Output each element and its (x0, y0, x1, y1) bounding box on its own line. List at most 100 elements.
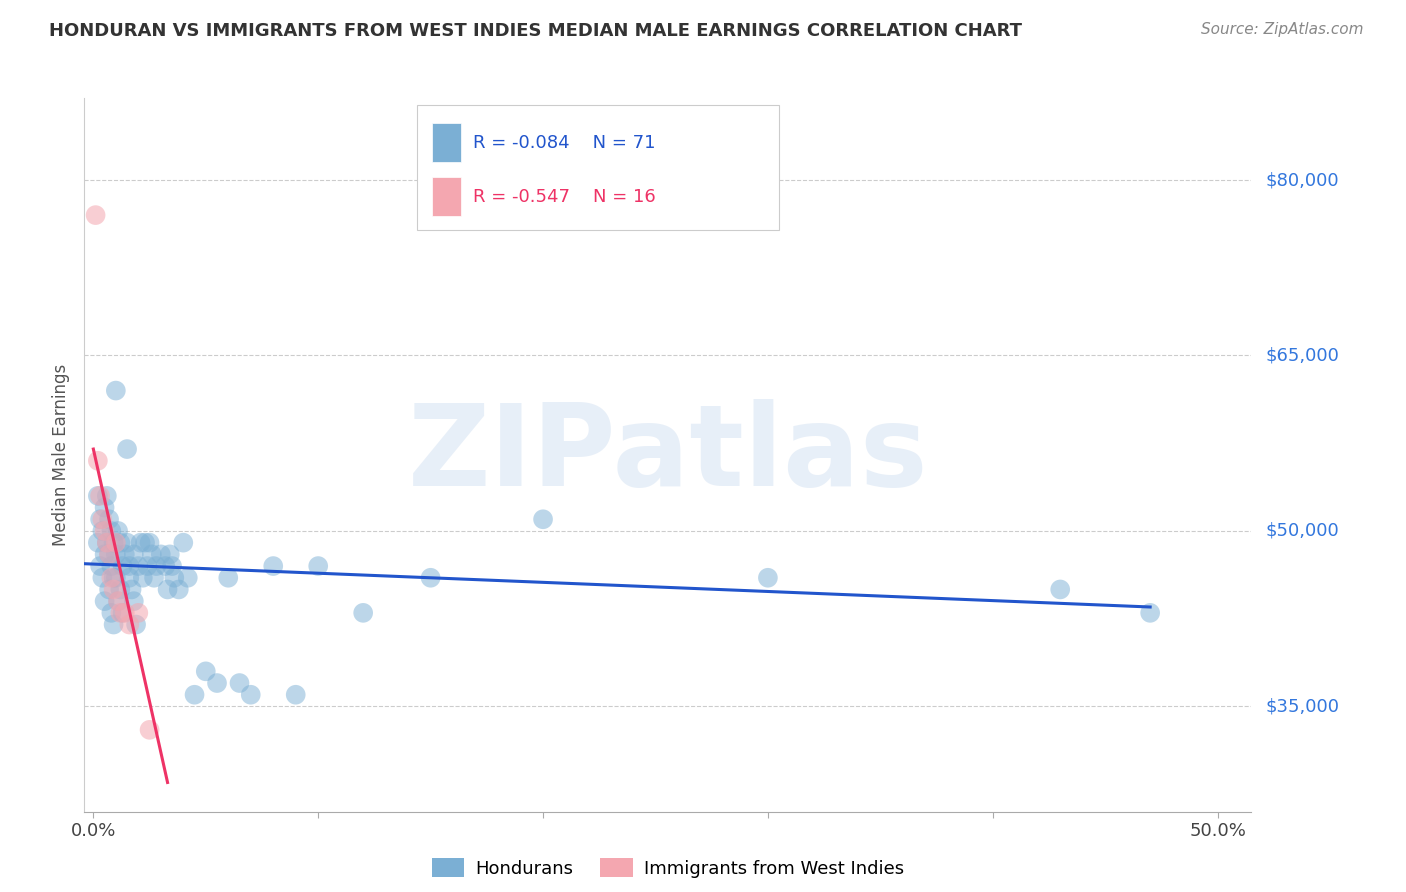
Point (217, 571, 239, 585)
Point (284, 688, 307, 702)
Text: $35,000: $35,000 (1265, 698, 1340, 715)
Point (84, 208, 107, 222)
Point (114, 547, 136, 561)
Point (115, 442, 138, 456)
Point (93, 524, 115, 538)
Point (155, 559, 177, 574)
Point (307, 559, 329, 574)
Point (103, 571, 125, 585)
Text: $65,000: $65,000 (1265, 346, 1339, 365)
Point (100, 571, 122, 585)
Point (87, 535, 110, 549)
Point (89, 559, 111, 574)
Point (100, 559, 122, 574)
Point (93, 547, 115, 561)
Point (89, 489, 111, 503)
Point (125, 617, 148, 632)
Point (87, 454, 110, 468)
Point (107, 594, 129, 608)
Point (93, 594, 115, 608)
Point (205, 676, 228, 690)
Legend: Hondurans, Immigrants from West Indies: Hondurans, Immigrants from West Indies (425, 851, 911, 885)
Point (110, 606, 132, 620)
Point (98, 547, 121, 561)
Point (141, 547, 163, 561)
Point (122, 547, 145, 561)
Point (352, 606, 374, 620)
Point (91, 512, 114, 526)
Point (262, 559, 284, 574)
Point (118, 617, 141, 632)
Text: R = -0.084    N = 71: R = -0.084 N = 71 (472, 134, 655, 152)
Point (1049, 582, 1071, 597)
Point (136, 559, 159, 574)
FancyBboxPatch shape (432, 123, 461, 162)
Point (111, 606, 134, 620)
Point (104, 571, 127, 585)
Point (100, 524, 122, 538)
Point (96, 535, 118, 549)
Point (163, 571, 186, 585)
Point (104, 535, 127, 549)
Point (110, 582, 132, 597)
Point (98, 582, 121, 597)
Point (103, 535, 125, 549)
Text: $80,000: $80,000 (1265, 171, 1339, 189)
Point (127, 559, 149, 574)
Point (138, 723, 160, 737)
Text: Source: ZipAtlas.com: Source: ZipAtlas.com (1201, 22, 1364, 37)
Point (159, 547, 181, 561)
Text: HONDURAN VS IMMIGRANTS FROM WEST INDIES MEDIAN MALE EARNINGS CORRELATION CHART: HONDURAN VS IMMIGRANTS FROM WEST INDIES … (49, 22, 1022, 40)
Point (419, 571, 441, 585)
Point (91, 524, 114, 538)
Point (121, 582, 143, 597)
Point (122, 594, 145, 608)
Point (183, 688, 205, 702)
Point (531, 512, 554, 526)
Point (96, 489, 118, 503)
Point (104, 384, 127, 398)
Point (115, 535, 138, 549)
Point (96, 535, 118, 549)
Point (118, 559, 141, 574)
Point (156, 582, 179, 597)
Point (111, 559, 134, 574)
FancyBboxPatch shape (418, 105, 779, 230)
Point (110, 535, 132, 549)
Point (107, 594, 129, 608)
Point (1139, 606, 1161, 620)
Point (89, 512, 111, 526)
Point (107, 524, 129, 538)
Point (87, 489, 110, 503)
Text: R = -0.547    N = 16: R = -0.547 N = 16 (472, 187, 655, 205)
Point (134, 535, 156, 549)
Point (103, 582, 125, 597)
Point (143, 571, 166, 585)
Point (118, 571, 141, 585)
FancyBboxPatch shape (432, 177, 461, 216)
Point (149, 547, 172, 561)
Point (104, 547, 127, 561)
Point (100, 606, 122, 620)
Text: $50,000: $50,000 (1265, 522, 1339, 540)
Point (160, 559, 183, 574)
Text: ZIPatlas: ZIPatlas (408, 400, 928, 510)
Point (98, 512, 121, 526)
Point (91, 571, 114, 585)
Point (114, 606, 136, 620)
Point (129, 535, 152, 549)
Point (177, 571, 200, 585)
Point (145, 559, 167, 574)
Point (194, 665, 217, 679)
Point (172, 535, 194, 549)
Point (138, 535, 160, 549)
Y-axis label: Median Male Earnings: Median Male Earnings (52, 364, 70, 546)
Point (103, 617, 125, 632)
Point (756, 571, 779, 585)
Point (167, 582, 190, 597)
Point (239, 688, 262, 702)
Point (127, 606, 149, 620)
Point (132, 571, 155, 585)
Point (93, 500, 115, 515)
Point (228, 676, 250, 690)
